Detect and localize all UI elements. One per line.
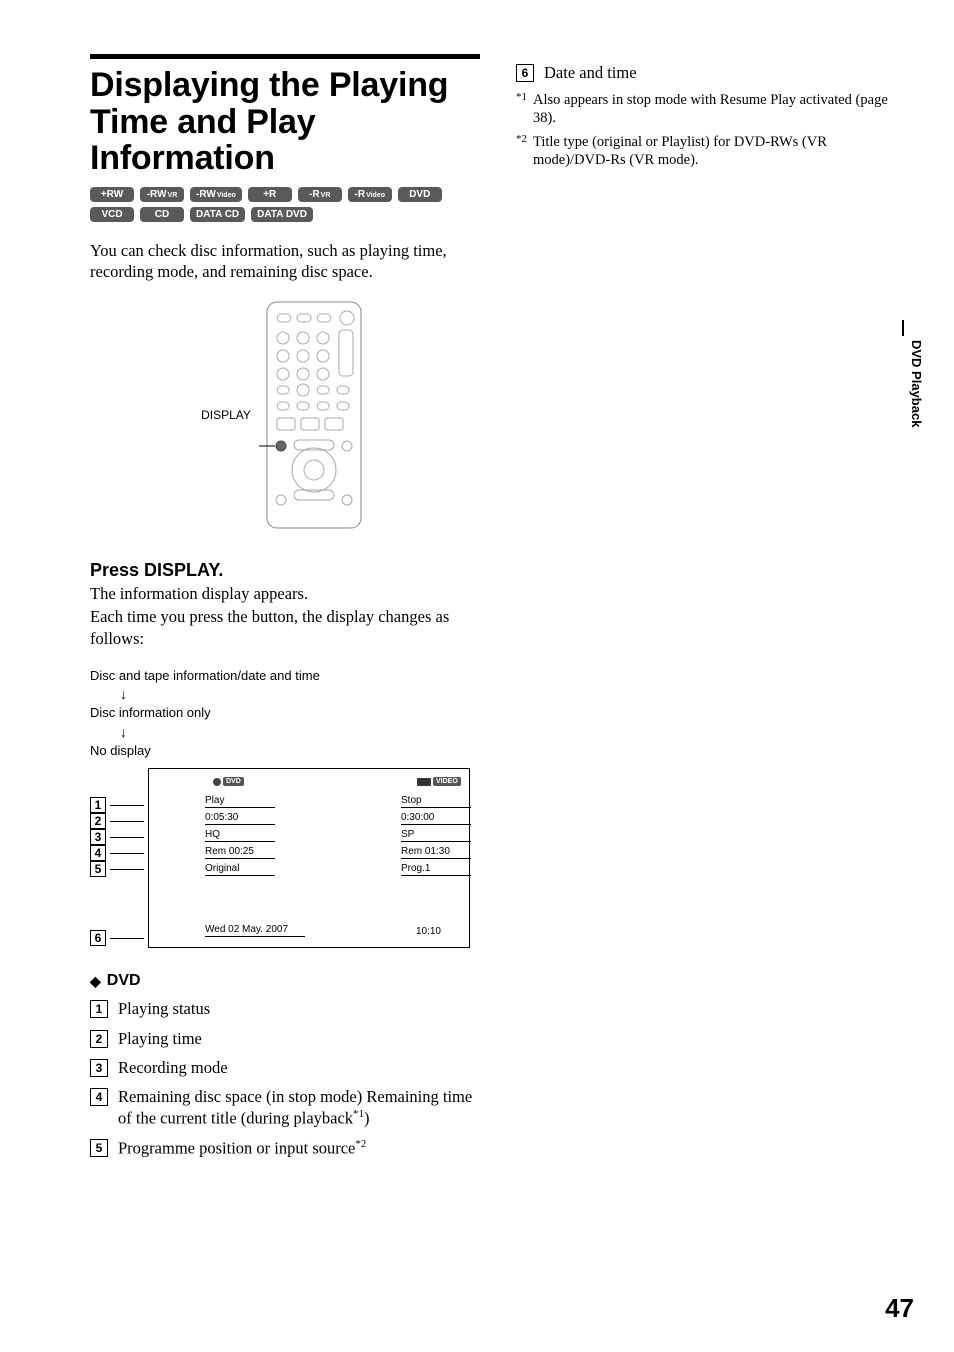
dvd-subheading: ◆ DVD <box>90 972 480 990</box>
def-num: 4 <box>90 1088 108 1106</box>
def-text: Recording mode <box>118 1057 480 1078</box>
osd-field: Prog.1 <box>401 863 471 876</box>
diamond-icon: ◆ <box>90 973 101 990</box>
seq-item: Disc information only <box>90 704 480 722</box>
display-button-label: DISPLAY <box>201 408 251 422</box>
osd-field: Rem 01:30 <box>401 846 471 859</box>
osd-field: HQ <box>205 829 275 842</box>
def-row: 6 Date and time <box>516 62 894 83</box>
definitions-list: 1 Playing status 2 Playing time 3 Recording m… <box>90 998 480 1158</box>
osd-time: 10:10 <box>416 926 441 937</box>
format-badges: +RW -RWVR -RWVideo +R -RVR -RVideo DVD VCD CD DAT… <box>90 187 480 222</box>
format-badge: -RWVR <box>140 187 184 202</box>
remote-diagram: DISPLAY <box>90 300 480 530</box>
intro-paragraph: You can check disc information, such as … <box>90 240 480 282</box>
step-heading: Press DISPLAY. <box>90 560 480 581</box>
osd-field: Play <box>205 795 275 808</box>
def-row: 3 Recording mode <box>90 1057 480 1078</box>
format-badge: DVD <box>398 187 442 202</box>
format-badge: +R <box>248 187 292 202</box>
osd-date: Wed 02 May. 2007 <box>205 924 305 937</box>
display-sequence: Disc and tape information/date and time … <box>90 667 480 761</box>
format-badge: DATA CD <box>190 207 245 222</box>
callout: 3 <box>90 829 144 845</box>
osd-video-header: VIDEO <box>417 777 461 789</box>
footnotes: *1Also appears in stop mode with Resume … <box>516 91 894 170</box>
osd-field: Rem 00:25 <box>205 846 275 859</box>
side-tab: DVD Playback <box>909 332 924 427</box>
seq-item: No display <box>90 742 480 760</box>
format-badge: +RW <box>90 187 134 202</box>
callout: 2 <box>90 813 144 829</box>
def-row: 4 Remaining disc space (in stop mode) Rem… <box>90 1086 480 1129</box>
def-row: 1 Playing status <box>90 998 480 1019</box>
osd-field: 0:30:00 <box>401 812 471 825</box>
footnote: *2Title type (original or Playlist) for … <box>516 133 894 169</box>
side-tab-marker <box>902 320 904 336</box>
osd-field: Original <box>205 863 275 876</box>
step-body-1: The information display appears. <box>90 583 480 604</box>
format-badge: -RVideo <box>348 187 392 202</box>
seq-item: Disc and tape information/date and time <box>90 667 480 685</box>
callout: 4 <box>90 845 144 861</box>
def-text: Playing status <box>118 998 480 1019</box>
def-row: 2 Playing time <box>90 1028 480 1049</box>
section-rule <box>90 54 480 59</box>
callout: 1 <box>90 797 144 813</box>
page-number: 47 <box>885 1293 914 1324</box>
osd-field: 0:05:30 <box>205 812 275 825</box>
callout: 6 <box>90 930 144 946</box>
def-text: Playing time <box>118 1028 480 1049</box>
step-body-2: Each time you press the button, the disp… <box>90 606 480 648</box>
footnote: *1Also appears in stop mode with Resume … <box>516 91 894 127</box>
format-badge: DATA DVD <box>251 207 313 222</box>
down-arrow-icon: ↓ <box>120 723 480 743</box>
def-text: Date and time <box>544 62 894 83</box>
format-badge: -RWVideo <box>190 187 242 202</box>
down-arrow-icon: ↓ <box>120 685 480 705</box>
callout: 5 <box>90 861 144 877</box>
osd-panel: DVD VIDEO Play 0:05:30 HQ Rem 00:25 Original… <box>148 768 470 948</box>
format-badge: -RVR <box>298 187 342 202</box>
format-badge: CD <box>140 207 184 222</box>
osd-field: SP <box>401 829 471 842</box>
section-title: Displaying the Playing Time and Play Inf… <box>90 67 480 177</box>
def-text: Programme position or input source*2 <box>118 1137 480 1159</box>
osd-dvd-header: DVD <box>213 777 244 789</box>
def-text: Remaining disc space (in stop mode) Rema… <box>118 1086 480 1129</box>
def-num: 1 <box>90 1000 108 1018</box>
def-row: 5 Programme position or input source*2 <box>90 1137 480 1159</box>
def-num: 2 <box>90 1030 108 1048</box>
osd-field: Stop <box>401 795 471 808</box>
def-num: 3 <box>90 1059 108 1077</box>
def-num: 5 <box>90 1139 108 1157</box>
remote-icon <box>259 300 369 530</box>
def-num: 6 <box>516 64 534 82</box>
format-badge: VCD <box>90 207 134 222</box>
